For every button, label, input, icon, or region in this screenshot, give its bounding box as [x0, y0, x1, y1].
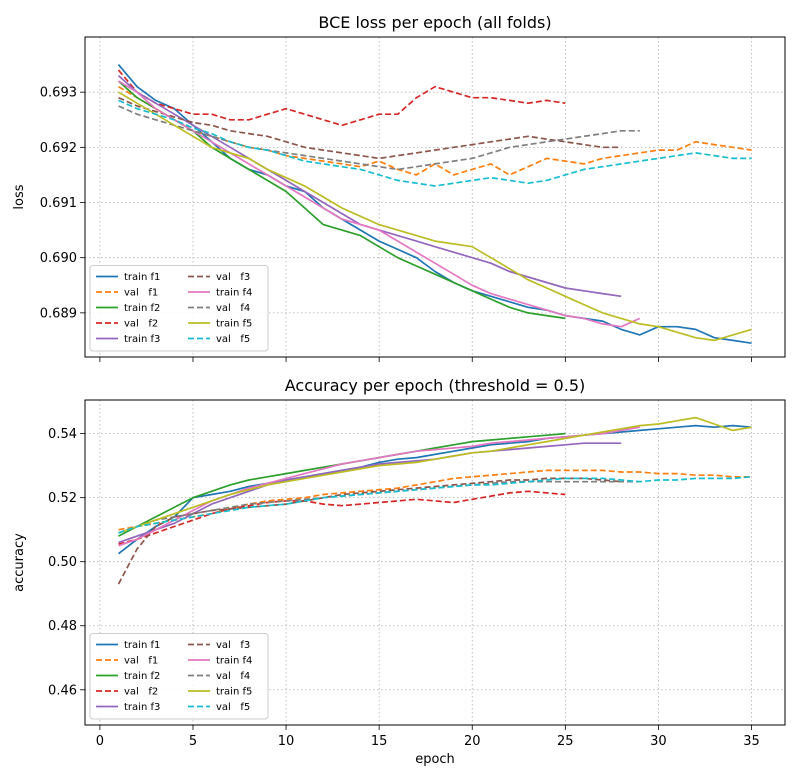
loss-ytick-label-3: 0.692	[40, 141, 77, 156]
loss-series-train-f3	[117, 74, 622, 298]
loss-ytick-label-2: 0.691	[40, 196, 77, 211]
loss-series-val-f5	[118, 99, 752, 187]
loss-series-val-f4	[118, 105, 640, 171]
accuracy-xlabel: epoch	[415, 752, 455, 767]
accuracy-legend-label-9: val f5	[216, 702, 250, 713]
accuracy-ytick-label-0: 0.46	[48, 683, 77, 698]
accuracy-ytick-label-1: 0.48	[48, 619, 77, 634]
accuracy-chart-title: Accuracy per epoch (threshold = 0.5)	[285, 376, 585, 395]
loss-legend-label-1: val f1	[124, 288, 158, 299]
loss-ytick-label-1: 0.690	[40, 251, 77, 266]
loss-legend-label-8: train f5	[216, 319, 252, 330]
accuracy-legend-label-2: train f2	[124, 671, 160, 682]
loss-series-val-f2	[117, 69, 566, 127]
loss-series-val-f3	[118, 96, 622, 160]
accuracy-legend-box	[89, 633, 269, 720]
loss-ylabel: loss	[12, 184, 27, 209]
accuracy-series-val-f1	[118, 469, 752, 531]
accuracy-legend-label-5: val f3	[216, 640, 250, 651]
accuracy-xtick-label-0: 0	[96, 734, 104, 749]
loss-legend-label-4: train f3	[124, 334, 160, 345]
accuracy-xtick-label-7: 35	[743, 734, 760, 749]
loss-series-train-f1	[117, 64, 752, 345]
accuracy-series-val-f5	[118, 475, 752, 534]
accuracy-series-val-f2	[118, 490, 566, 545]
loss-ytick-label-4: 0.693	[40, 86, 77, 101]
accuracy-xtick-label-4: 20	[464, 734, 481, 749]
accuracy-legend-label-3: val f2	[124, 687, 158, 698]
accuracy-axes-frame	[84, 399, 786, 726]
loss-legend-label-2: train f2	[124, 303, 160, 314]
loss-legend-label-6: train f4	[216, 288, 252, 299]
accuracy-xtick-label-2: 10	[278, 734, 295, 749]
accuracy-ytick-label-4: 0.54	[48, 427, 77, 442]
loss-axes-frame	[84, 36, 786, 358]
loss-legend-label-3: val f2	[124, 319, 158, 330]
loss-legend-label-7: val f4	[216, 303, 250, 314]
accuracy-legend: train f1 val f1 train f2 val f2 train f3 val …	[89, 633, 269, 720]
accuracy-xtick-label-3: 15	[371, 734, 388, 749]
accuracy-ytick-label-2: 0.50	[48, 555, 77, 570]
loss-legend-label-5: val f3	[216, 272, 250, 283]
loss-legend-box	[89, 265, 269, 352]
loss-legend: train f1 val f1 train f2 val f2 train f3 val …	[89, 265, 269, 352]
loss-ytick-label-0: 0.689	[40, 306, 77, 321]
loss-panel: 0.689 0.690 0.691 0.692 0.693 BCE loss per ep…	[12, 13, 786, 362]
accuracy-series-train-f5	[118, 416, 752, 534]
accuracy-series-train-f3	[118, 442, 622, 544]
accuracy-legend-label-1: val f1	[124, 656, 158, 667]
accuracy-xtick-label-6: 30	[650, 734, 667, 749]
loss-series-val-f1	[118, 85, 752, 176]
loss-legend-label-9: val f5	[216, 334, 250, 345]
loss-series-train-f4	[118, 80, 641, 328]
accuracy-xtick-label-5: 25	[557, 734, 574, 749]
accuracy-series-train-f4	[118, 426, 640, 547]
accuracy-series-train-f1	[117, 424, 752, 555]
accuracy-panel: 0 5 10 15 20 25 30 35 0.46 0.48 0.50 0.52 0.54 Accura…	[12, 376, 786, 767]
accuracy-ytick-label-3: 0.52	[48, 491, 77, 506]
accuracy-legend-label-6: train f4	[216, 656, 252, 667]
loss-legend-label-0: train f1	[124, 272, 160, 283]
accuracy-legend-label-8: train f5	[216, 687, 252, 698]
accuracy-ylabel: accuracy	[12, 533, 27, 592]
accuracy-legend-label-7: val f4	[216, 671, 250, 682]
accuracy-xtick-label-1: 5	[189, 734, 197, 749]
accuracy-legend-label-4: train f3	[124, 702, 160, 713]
loss-series-train-f5	[118, 91, 752, 342]
accuracy-legend-label-0: train f1	[124, 640, 160, 651]
loss-chart-title: BCE loss per epoch (all folds)	[318, 13, 551, 32]
